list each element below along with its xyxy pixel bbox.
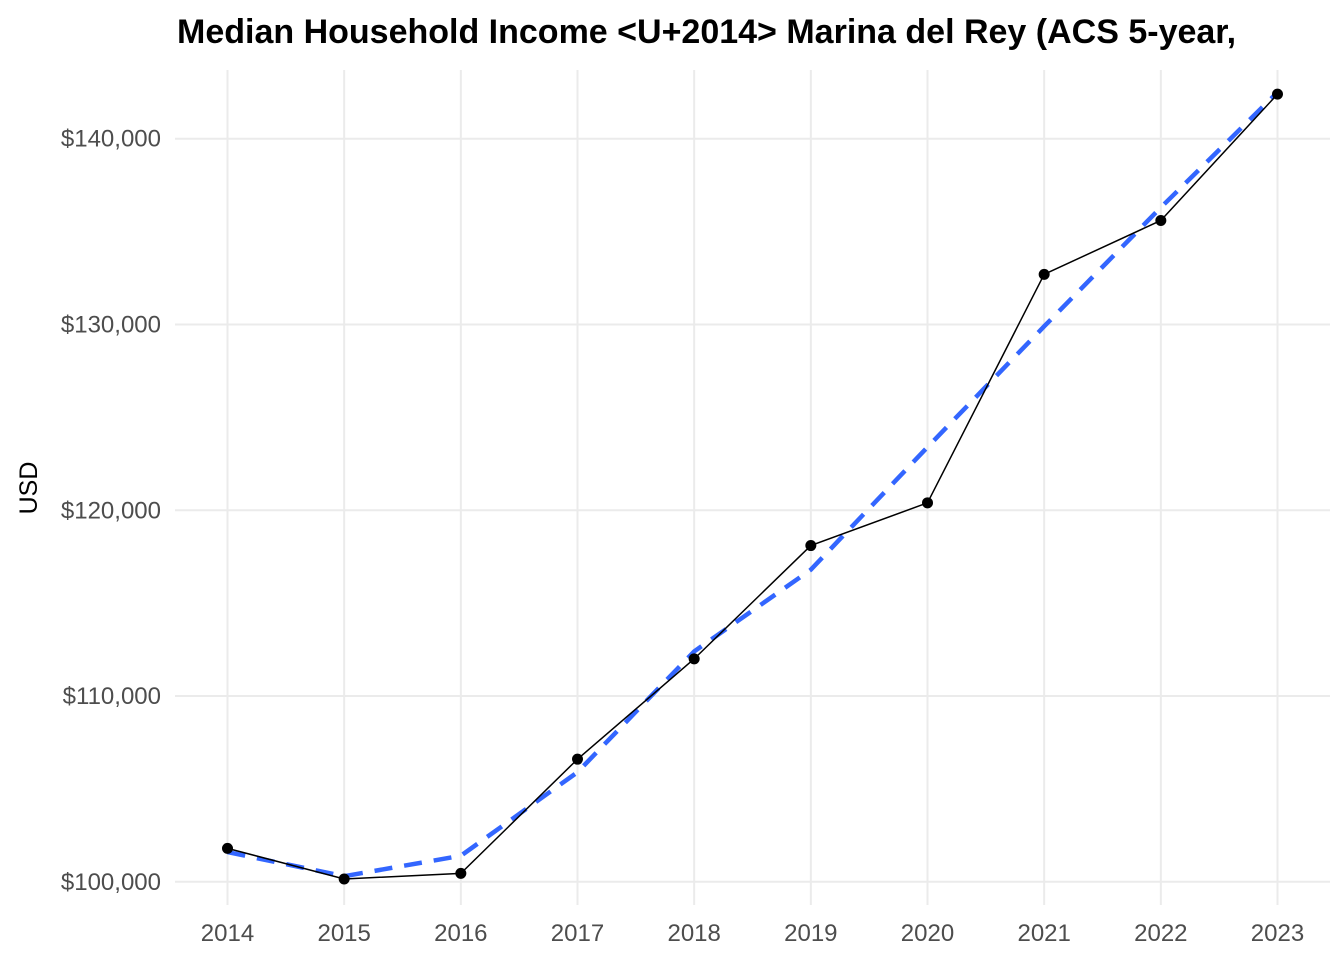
series — [222, 88, 1283, 885]
data-point — [338, 873, 350, 885]
grid — [175, 70, 1330, 905]
x-axis-ticks: 2014 2015 2016 2017 2018 2019 2020 2021 2022 2023 — [201, 920, 1304, 947]
y-tick-label: $140,000 — [61, 126, 161, 153]
data-point — [455, 867, 467, 879]
y-tick-label: $110,000 — [63, 683, 161, 710]
data-point — [1272, 88, 1283, 100]
x-tick-label: 2023 — [1251, 920, 1304, 947]
series-line-trend — [227, 90, 1280, 879]
x-tick-label: 2022 — [1134, 920, 1187, 947]
data-point — [922, 497, 933, 509]
x-tick-label: 2015 — [317, 920, 370, 947]
y-axis-label: USD — [15, 462, 43, 515]
data-point — [805, 540, 817, 552]
data-point — [572, 753, 583, 765]
x-tick-label: 2017 — [551, 920, 604, 947]
x-tick-label: 2016 — [434, 920, 487, 947]
y-tick-label: $130,000 — [61, 311, 161, 338]
x-tick-label: 2021 — [1017, 920, 1070, 947]
series-line-income — [227, 93, 1279, 880]
y-tick-label: $120,000 — [61, 497, 161, 524]
data-point — [222, 842, 233, 854]
y-axis-ticks: $100,000 $110,000 $120,000 $130,000 $140,000 — [61, 126, 161, 896]
data-point — [1155, 214, 1167, 226]
x-tick-label: 2018 — [667, 920, 720, 947]
x-tick-label: 2020 — [901, 920, 954, 947]
x-tick-label: 2019 — [784, 920, 837, 947]
data-point — [1038, 268, 1050, 280]
x-tick-label: 2014 — [201, 920, 254, 947]
y-tick-label: $100,000 — [61, 869, 161, 896]
chart-title: Median Household Income <U+2014> Marina … — [177, 13, 1236, 51]
data-point — [688, 653, 700, 665]
